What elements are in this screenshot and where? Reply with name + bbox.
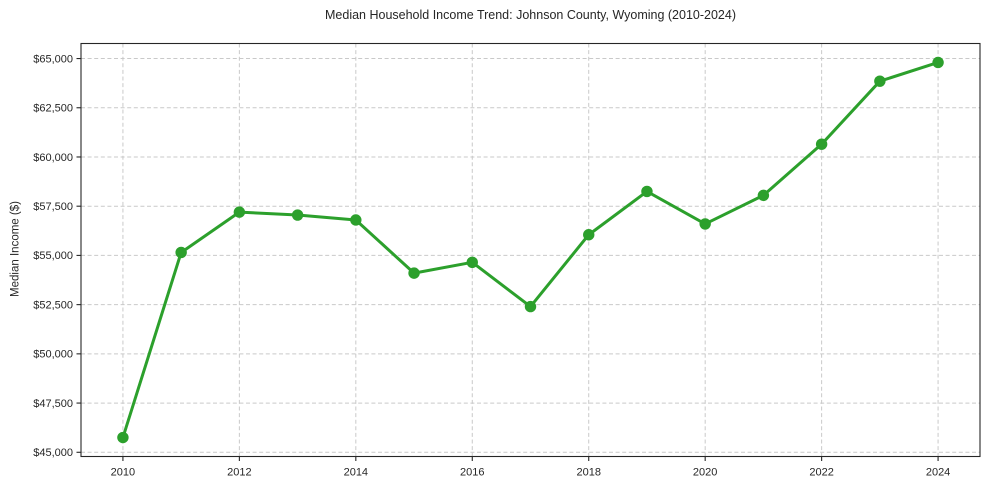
- data-point-2013: [291, 209, 304, 221]
- y-tick-label: $47,500: [33, 398, 73, 410]
- x-tick-label: 2024: [926, 467, 950, 479]
- data-point-2018: [583, 229, 595, 241]
- data-point-2023: [874, 75, 886, 87]
- x-tick-label: 2012: [227, 467, 251, 479]
- data-point-2016: [466, 256, 478, 269]
- data-point-2010: [117, 431, 129, 444]
- x-tick-label: 2018: [576, 467, 600, 479]
- x-tick-label: 2014: [344, 467, 368, 479]
- y-tick-label: $60,000: [33, 152, 73, 164]
- y-tick-label: $57,500: [33, 201, 73, 213]
- income-line-series: [121, 60, 940, 440]
- data-point-2022: [815, 138, 828, 150]
- y-tick-label: $45,000: [33, 447, 73, 459]
- data-point-2024: [932, 56, 944, 69]
- data-point-2019: [641, 185, 653, 198]
- y-tick-label: $50,000: [33, 349, 73, 361]
- y-tick-label: $52,500: [33, 299, 73, 311]
- x-tick-label: 2022: [809, 467, 833, 479]
- data-point-2014: [350, 214, 362, 226]
- y-tick-label: $55,000: [33, 250, 73, 262]
- data-point-2015: [408, 267, 420, 279]
- data-point-2021: [757, 189, 770, 202]
- y-tick-label: $62,500: [33, 103, 73, 115]
- x-tick-label: 2020: [693, 467, 717, 479]
- data-point-2020: [699, 218, 711, 230]
- plot-area: [80, 42, 981, 458]
- y-tick-label: $65,000: [33, 53, 73, 65]
- x-tick-label: 2010: [111, 467, 135, 479]
- data-point-2012: [233, 206, 246, 218]
- x-tick-label: 2016: [460, 467, 484, 479]
- data-point-2017: [524, 300, 537, 313]
- data-point-2011: [175, 246, 187, 259]
- chart-title: Median Household Income Trend: Johnson C…: [325, 8, 736, 22]
